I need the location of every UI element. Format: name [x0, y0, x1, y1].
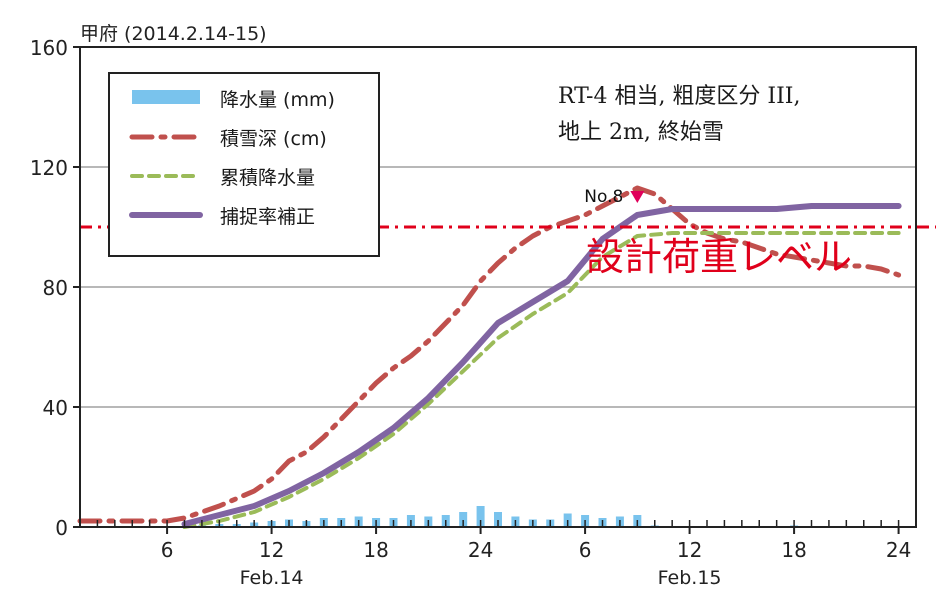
x-tick-label: 6: [161, 538, 174, 562]
legend-label: 積雪深 (cm): [220, 128, 327, 150]
precip-bar: [459, 512, 468, 527]
x-tick-label: 12: [677, 538, 702, 562]
y-tick-label: 160: [30, 36, 68, 60]
x-tick-label: 18: [363, 538, 388, 562]
y-tick-label: 120: [30, 156, 68, 180]
y-tick-label: 80: [43, 276, 68, 300]
y-tick-label: 0: [55, 516, 68, 540]
annotation-line-2: 地上 2m, 終始雪: [558, 120, 724, 145]
annotation: RT-4 相当, 粗度区分 III, 地上 2m, 終始雪: [558, 84, 800, 145]
series-lines: [77, 185, 902, 529]
legend-label: 捕捉率補正: [220, 206, 315, 228]
annotation-line-1: RT-4 相当, 粗度区分 III,: [558, 84, 800, 109]
legend-swatch-bar: [132, 90, 200, 104]
no8-triangle-icon: [630, 191, 645, 203]
precip-bar: [476, 506, 485, 527]
design-level-label: 設計荷重レベル: [586, 235, 852, 279]
snow-depth-line: [77, 185, 902, 524]
x-tick-label: 24: [468, 538, 493, 562]
cumulative-precip-line: [182, 231, 901, 529]
no8-label: No.8: [584, 187, 623, 207]
capture-corrected-line: [181, 203, 902, 527]
legend-label: 降水量 (mm): [220, 89, 335, 111]
x-tick-label: 6: [579, 538, 592, 562]
date-label: Feb.15: [658, 567, 722, 589]
x-tick-label: 24: [886, 538, 911, 562]
axes: 0 40 80 120 160 6 12 18 24 6 12 18 24 Feb.14 Feb.15: [30, 36, 911, 589]
chart-title: 甲府 (2014.2.14-15): [80, 23, 267, 45]
date-label: Feb.14: [240, 567, 304, 589]
x-tick-label: 12: [259, 538, 284, 562]
x-tick-label: 18: [781, 538, 806, 562]
no8-marker: No.8: [584, 187, 645, 207]
precip-bar: [494, 512, 502, 527]
y-tick-label: 40: [43, 396, 68, 420]
legend-label: 累積降水量: [220, 167, 315, 189]
